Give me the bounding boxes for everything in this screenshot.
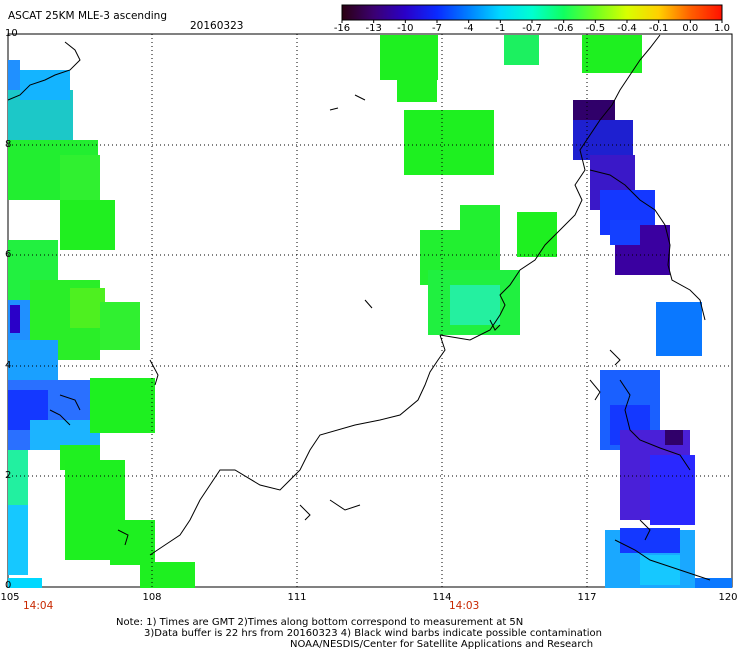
colorbar-label: -0.1 (648, 23, 669, 34)
lon-label-120: 120 (718, 592, 738, 603)
time-center: 14:03 (449, 600, 480, 612)
colorbar (341, 4, 723, 23)
lat-label-10: 10 (5, 28, 18, 39)
colorbar-label: -7 (432, 23, 442, 34)
colorbar-label: -0.7 (522, 23, 542, 34)
lon-label-117: 117 (577, 592, 597, 603)
time-left: 14:04 (23, 600, 54, 612)
colorbar-label: -0.6 (553, 23, 574, 34)
colorbar-label: -4 (463, 23, 474, 34)
lat-label-4: 4 (5, 360, 12, 371)
lon-label-114: 114 (432, 592, 452, 603)
lat-label-2: 2 (5, 470, 12, 481)
lon-label-108: 108 (142, 592, 162, 603)
colorbar-label: 1.0 (714, 23, 730, 34)
note-line-2: 3)Data buffer is 22 hrs from 20160323 4)… (144, 628, 602, 639)
colorbar-label: -0.5 (585, 23, 606, 34)
colorbar-label: 0.0 (682, 23, 699, 34)
colorbar-gradient (341, 4, 723, 21)
map-date: 20160323 (190, 20, 244, 32)
colorbar-label: -10 (397, 23, 414, 34)
map-title: ASCAT 25KM MLE-3 ascending (8, 10, 167, 22)
colorbar-label: -16 (333, 23, 351, 34)
lon-label-105: 105 (0, 592, 20, 603)
wind-cells (8, 35, 732, 588)
colorbar-label: -1 (495, 23, 506, 34)
colorbar-label: -13 (365, 23, 382, 34)
colorbar-label: -0.4 (617, 23, 637, 34)
lat-label-0: 0 (5, 580, 12, 591)
lat-label-6: 6 (5, 249, 12, 260)
note-line-3: NOAA/NESDIS/Center for Satellite Applica… (290, 639, 594, 650)
coastlines (7, 34, 711, 581)
lon-label-111: 111 (287, 592, 307, 603)
lat-label-8: 8 (5, 139, 12, 150)
note-line-1: Note: 1) Times are GMT 2)Times along bot… (116, 617, 524, 628)
grid-lines (8, 34, 732, 587)
